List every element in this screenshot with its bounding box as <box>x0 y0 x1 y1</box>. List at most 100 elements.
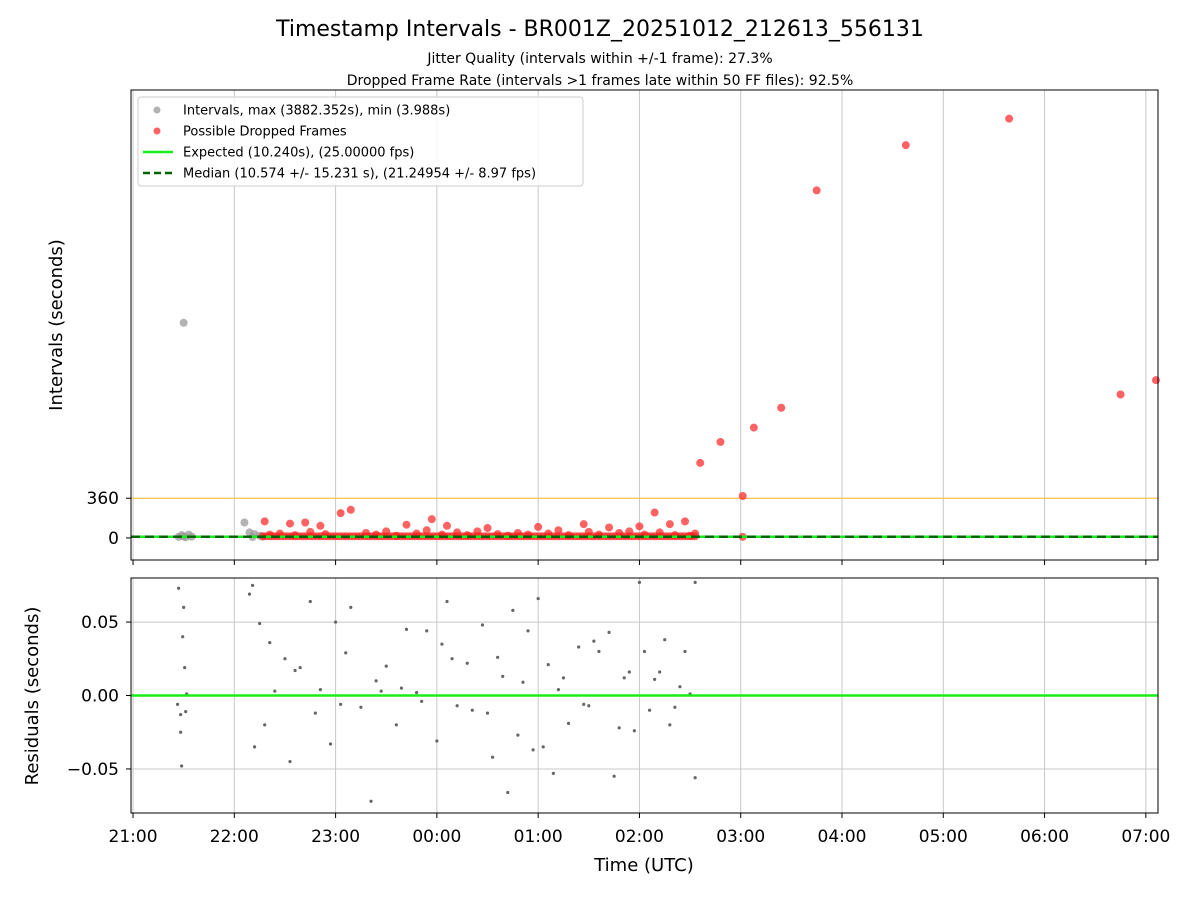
residual-point-86 <box>663 638 667 642</box>
residual-point-44 <box>536 596 540 601</box>
residual-point-10 <box>247 592 252 596</box>
residual-point-81 <box>592 639 596 643</box>
residual-point-83 <box>622 676 626 680</box>
legend-label-3: Median (10.574 +/- 15.231 s), (21.24954 … <box>183 167 536 182</box>
residual-point-16 <box>288 759 292 764</box>
residual-point-57 <box>647 708 652 712</box>
residual-point-85 <box>653 677 657 681</box>
residual-point-49 <box>577 645 581 649</box>
residual-point-26 <box>374 679 378 683</box>
dropped-point-26 <box>1116 390 1125 399</box>
residual-point-65 <box>268 641 272 645</box>
bottom-y-tick-label-0: 0.05 <box>81 613 119 633</box>
residual-point-64 <box>252 745 257 749</box>
dropped-point-45 <box>513 528 522 537</box>
residual-point-88 <box>683 649 687 654</box>
dropped-point-31 <box>306 527 315 536</box>
residual-point-76 <box>521 680 525 684</box>
bottom-y-tick-label-1: 0.00 <box>81 687 119 707</box>
top-y-tick-label-1: 360 <box>87 489 119 509</box>
residual-point-36 <box>465 661 469 665</box>
residual-point-25 <box>369 799 373 803</box>
x-tick-label-6: 03:00 <box>716 827 765 847</box>
residual-point-60 <box>678 685 682 689</box>
dropped-point-2 <box>301 518 310 527</box>
residual-point-9 <box>175 702 180 706</box>
x-tick-label-2: 23:00 <box>311 827 360 847</box>
dropped-point-52 <box>615 528 624 537</box>
bottom-panel: 21:00 22:00 23:00 00:00 01:00 02:00 03:00 04:00… <box>67 577 1170 847</box>
x-tick-label-1: 22:00 <box>210 827 259 847</box>
residual-point-34 <box>445 599 449 604</box>
residual-point-4 <box>182 605 186 609</box>
residual-point-56 <box>642 649 647 654</box>
dropped-point-42 <box>473 527 482 536</box>
residual-point-52 <box>607 630 611 634</box>
residual-point-54 <box>627 670 631 674</box>
residual-point-2 <box>180 764 184 768</box>
residual-point-32 <box>435 739 439 743</box>
dropped-point-33 <box>361 528 370 537</box>
residual-point-48 <box>566 721 571 726</box>
residual-point-8 <box>179 730 183 734</box>
residual-point-11 <box>250 583 255 587</box>
residual-point-78 <box>551 771 555 775</box>
residual-point-79 <box>561 676 566 680</box>
dropped-point-0 <box>260 517 269 526</box>
residual-point-59 <box>668 723 672 727</box>
interval-point-7 <box>240 518 249 527</box>
residual-point-0 <box>177 586 181 590</box>
legend-label-2: Expected (10.240s), (25.00000 fps) <box>183 146 414 161</box>
legend-marker-dropped <box>153 127 161 135</box>
chart-subtitle-jitter: Jitter Quality (intervals within +/-1 fr… <box>426 51 772 67</box>
residual-point-62 <box>693 580 697 585</box>
residual-point-31 <box>425 629 429 633</box>
x-tick-label-7: 04:00 <box>818 827 867 847</box>
residual-point-20 <box>328 742 333 746</box>
residual-point-18 <box>308 599 312 604</box>
residual-point-63 <box>693 776 697 780</box>
residual-point-21 <box>333 620 338 624</box>
dropped-point-7 <box>427 515 436 524</box>
residual-point-75 <box>501 674 505 679</box>
dropped-point-16 <box>681 517 690 526</box>
residual-point-19 <box>318 688 322 692</box>
dropped-point-19 <box>738 492 747 501</box>
dropped-point-15 <box>665 520 674 529</box>
residual-point-77 <box>531 748 535 752</box>
interval-point-6 <box>179 318 188 327</box>
residual-point-33 <box>440 642 444 646</box>
dropped-point-35 <box>382 527 391 536</box>
residual-point-58 <box>658 670 662 674</box>
dropped-point-1 <box>286 519 295 528</box>
residual-point-24 <box>359 705 363 709</box>
chart-title: Timestamp Intervals - BR001Z_20251012_21… <box>275 17 924 42</box>
residual-point-50 <box>587 704 591 708</box>
dropped-point-24 <box>901 141 910 150</box>
x-tick-label-9: 06:00 <box>1020 827 1069 847</box>
residual-point-1 <box>179 712 183 717</box>
dropped-point-23 <box>812 186 821 195</box>
residual-point-45 <box>541 745 545 749</box>
dropped-point-5 <box>346 505 355 514</box>
dropped-point-40 <box>453 528 462 537</box>
dropped-point-50 <box>584 527 593 536</box>
top-panel: 0 360 Intervals, max (3882.352s), min (3.9… <box>87 89 1160 565</box>
residual-point-47 <box>556 688 561 692</box>
residual-point-74 <box>490 755 495 759</box>
dropped-point-48 <box>554 526 563 535</box>
residual-point-17 <box>293 668 297 673</box>
dropped-point-11 <box>579 520 588 529</box>
x-tick-label-4: 01:00 <box>514 827 563 847</box>
dropped-point-25 <box>1005 114 1014 123</box>
bottom-y-axis-label: Residuals (seconds) <box>22 607 43 786</box>
residual-point-28 <box>394 723 398 727</box>
dropped-point-18 <box>716 437 725 446</box>
top-y-tick-label-0: 0 <box>108 529 119 549</box>
residual-point-46 <box>546 663 550 667</box>
top-y-axis-label: Intervals (seconds) <box>46 239 67 411</box>
residual-point-82 <box>612 774 616 778</box>
dropped-point-38 <box>422 526 431 535</box>
bottom-y-tick-label-2: −0.05 <box>67 760 119 780</box>
